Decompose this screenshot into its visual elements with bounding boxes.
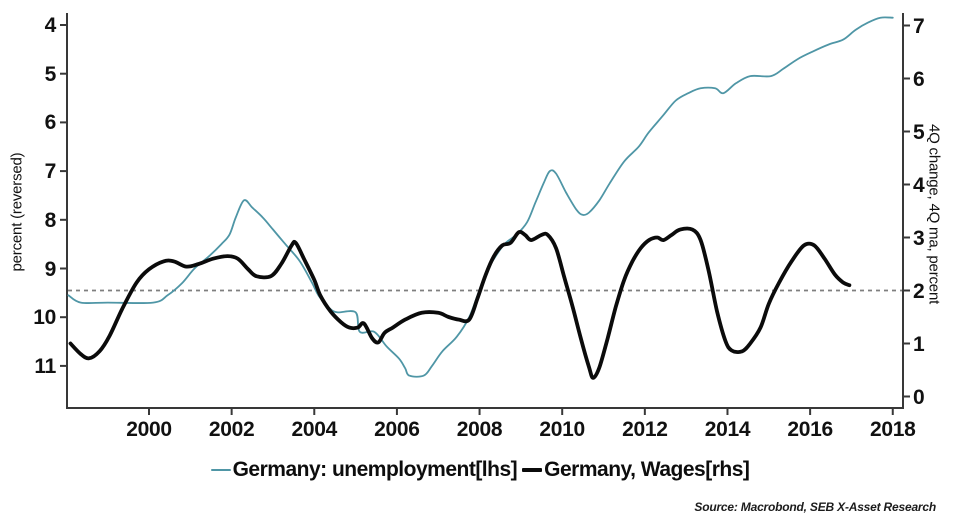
legend-item-unemployment: Germany: unemployment[lhs] — [210, 458, 518, 482]
lhs-tick-label: 8 — [44, 208, 57, 232]
lhs-tick-label: 5 — [44, 62, 57, 86]
x-tick-label: 2004 — [291, 418, 338, 441]
lhs-tick-label: 4 — [44, 14, 57, 37]
lhs-tick-label: 6 — [44, 111, 57, 135]
rhs-tick-label: 6 — [913, 67, 925, 91]
x-tick-label: 2000 — [126, 418, 172, 441]
right-axis-title: 4Q change, 4Q ma, percent — [925, 123, 943, 305]
x-tick-label: 2008 — [456, 418, 503, 441]
unemployment-line-swatch-icon — [210, 469, 231, 471]
rhs-tick-label: 5 — [913, 120, 925, 144]
legend-item-wages: Germany, Wages[rhs] — [522, 458, 750, 482]
rhs-tick-label: 1 — [913, 332, 925, 356]
rhs-tick-label: 0 — [913, 385, 925, 409]
legend-label-unemployment: Germany: unemployment[lhs] — [232, 458, 518, 481]
x-tick-label: 2016 — [787, 418, 833, 441]
lhs-tick-label: 9 — [44, 257, 57, 281]
legend-label-wages: Germany, Wages[rhs] — [544, 458, 750, 481]
rhs-tick-label: 7 — [913, 14, 925, 38]
x-tick-label: 2010 — [539, 418, 585, 441]
rhs-tick-label: 3 — [913, 226, 925, 250]
source-note: Source: Macrobond, SEB X-Asset Research — [694, 500, 936, 514]
x-tick-label: 2012 — [622, 418, 668, 441]
x-tick-label: 2002 — [208, 418, 255, 441]
lhs-tick-label: 11 — [34, 354, 56, 378]
lhs-tick-label: 7 — [44, 160, 57, 184]
x-tick-label: 2006 — [374, 418, 420, 441]
series-line-wages — [68, 226, 852, 380]
legend: Germany: unemployment[lhs] Germany, Wage… — [0, 455, 960, 485]
lhs-tick-label: 10 — [33, 306, 56, 330]
rhs-tick-label: 4 — [913, 173, 925, 197]
x-tick-label: 2014 — [704, 418, 751, 441]
series-line-unemployment — [67, 16, 894, 378]
rhs-tick-label: 2 — [913, 279, 925, 303]
x-tick-label: 2018 — [869, 418, 916, 441]
wages-line-swatch-icon — [522, 468, 543, 472]
